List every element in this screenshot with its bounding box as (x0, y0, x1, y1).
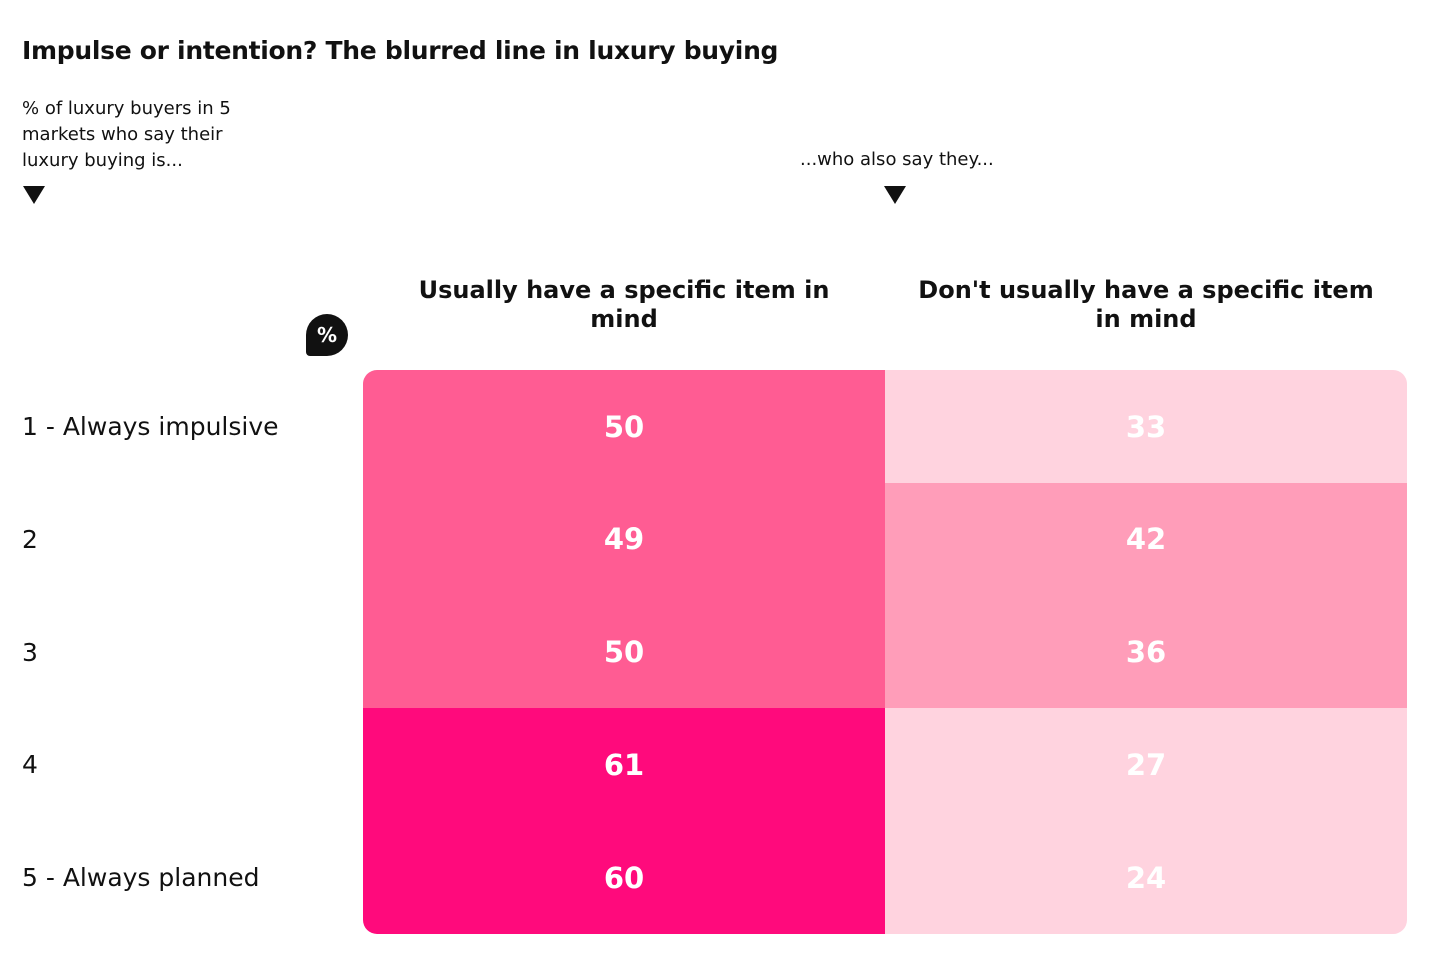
heatmap-cell: 61 (363, 708, 885, 822)
row-label: 4 (22, 750, 38, 780)
row-label: 5 - Always planned (22, 863, 260, 893)
column-axis-subtitle: ...who also say they... (800, 149, 994, 170)
row-label: 2 (22, 524, 38, 554)
heatmap-cell: 60 (363, 821, 885, 934)
row-label: 3 (22, 637, 38, 667)
down-arrow-icon (884, 186, 906, 204)
heatmap-cell: 36 (885, 595, 1407, 709)
heatmap-cell: 49 (363, 482, 885, 597)
heatmap-cell: 24 (885, 821, 1407, 934)
chart-title: Impulse or intention? The blurred line i… (22, 36, 779, 65)
column-header-no-specific-item: Don't usually have a specific item in mi… (918, 276, 1374, 333)
percent-badge-icon: % (306, 314, 348, 356)
column-header-specific-item: Usually have a specific item in mind (418, 276, 830, 333)
heatmap-cell: 50 (363, 595, 885, 709)
down-arrow-icon (23, 186, 45, 204)
row-label: 1 - Always impulsive (22, 412, 279, 441)
heatmap-cell: 42 (885, 482, 1407, 597)
heatmap-cell: 50 (363, 370, 885, 484)
heatmap-grid: 50 33 49 42 50 36 61 27 60 24 (363, 370, 1407, 934)
row-axis-subtitle: % of luxury buyers in 5 markets who say … (22, 98, 231, 171)
heatmap-cell: 27 (885, 708, 1407, 822)
heatmap-cell: 33 (885, 370, 1407, 484)
